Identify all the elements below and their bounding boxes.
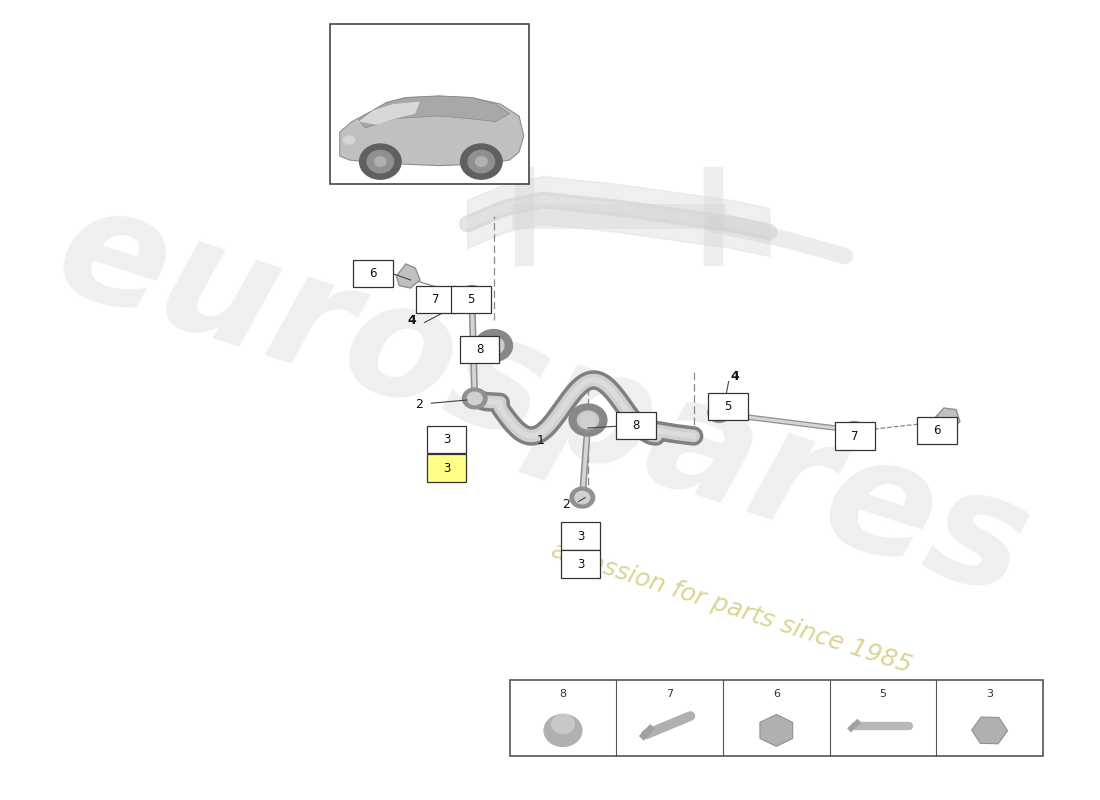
Circle shape — [483, 337, 504, 354]
Circle shape — [575, 491, 590, 504]
Text: 3: 3 — [442, 433, 450, 446]
Ellipse shape — [343, 136, 355, 144]
Circle shape — [367, 150, 394, 173]
Text: 3: 3 — [576, 530, 584, 542]
Text: 2: 2 — [415, 398, 424, 410]
FancyBboxPatch shape — [427, 426, 466, 453]
Text: 7: 7 — [667, 690, 673, 699]
FancyBboxPatch shape — [330, 24, 528, 184]
FancyBboxPatch shape — [451, 286, 491, 313]
FancyBboxPatch shape — [460, 336, 499, 363]
Text: 1: 1 — [537, 434, 544, 446]
Polygon shape — [359, 96, 509, 128]
FancyBboxPatch shape — [561, 550, 601, 578]
Text: a passion for parts since 1985: a passion for parts since 1985 — [548, 538, 915, 678]
Polygon shape — [934, 408, 960, 430]
Text: 7: 7 — [432, 293, 440, 306]
FancyBboxPatch shape — [509, 680, 1043, 756]
Circle shape — [847, 426, 861, 437]
Text: 6: 6 — [368, 267, 376, 280]
FancyBboxPatch shape — [416, 286, 455, 313]
Circle shape — [552, 714, 574, 734]
Text: eurospares: eurospares — [39, 170, 1047, 630]
Circle shape — [375, 157, 386, 166]
Circle shape — [360, 144, 401, 179]
Text: 3: 3 — [442, 462, 450, 474]
Circle shape — [575, 410, 601, 431]
Circle shape — [469, 150, 495, 173]
Text: 7: 7 — [851, 430, 859, 442]
Circle shape — [476, 331, 510, 360]
Text: 3: 3 — [576, 558, 584, 570]
Polygon shape — [396, 264, 420, 288]
Circle shape — [570, 487, 595, 508]
FancyBboxPatch shape — [427, 454, 466, 482]
FancyBboxPatch shape — [616, 412, 656, 439]
Polygon shape — [340, 96, 524, 166]
Text: 4: 4 — [407, 314, 416, 327]
Circle shape — [464, 290, 480, 302]
Text: 5: 5 — [880, 690, 887, 699]
Circle shape — [713, 407, 726, 418]
Text: 4: 4 — [730, 370, 739, 382]
Circle shape — [581, 414, 595, 427]
Circle shape — [843, 422, 866, 441]
FancyBboxPatch shape — [708, 393, 748, 420]
Circle shape — [544, 714, 582, 746]
Circle shape — [468, 392, 482, 405]
Text: 8: 8 — [560, 690, 566, 699]
Circle shape — [569, 404, 607, 436]
FancyBboxPatch shape — [835, 422, 874, 450]
FancyBboxPatch shape — [917, 417, 957, 444]
FancyBboxPatch shape — [353, 260, 393, 287]
Circle shape — [578, 411, 598, 429]
Circle shape — [462, 388, 487, 409]
Circle shape — [475, 157, 487, 166]
Polygon shape — [359, 102, 420, 125]
Circle shape — [461, 144, 502, 179]
Circle shape — [475, 330, 513, 362]
Text: 8: 8 — [632, 419, 640, 432]
Text: 2: 2 — [562, 498, 570, 510]
Text: 5: 5 — [468, 293, 474, 306]
Text: 6: 6 — [934, 424, 940, 437]
Text: 3: 3 — [986, 690, 993, 699]
Circle shape — [460, 286, 484, 306]
Text: 5: 5 — [724, 400, 732, 413]
Text: 6: 6 — [773, 690, 780, 699]
FancyBboxPatch shape — [561, 522, 601, 550]
Circle shape — [708, 403, 730, 422]
Text: 8: 8 — [476, 343, 483, 356]
Circle shape — [484, 338, 503, 354]
